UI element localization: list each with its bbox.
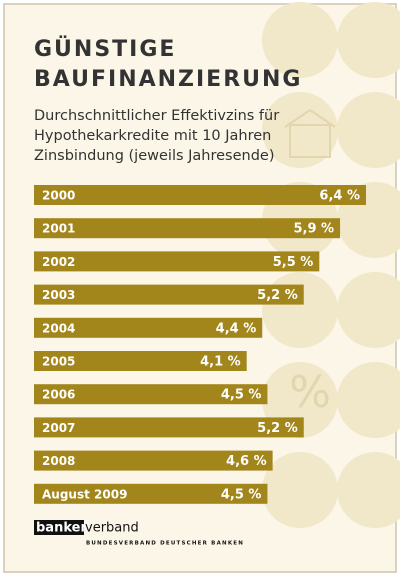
title: GÜNSTIGE <box>34 36 176 62</box>
value-label: 4,1 % <box>200 355 241 370</box>
bar <box>34 384 268 405</box>
value-label: 5,2 % <box>257 421 298 436</box>
organization: BUNDESVERBAND DEUTSCHER BANKEN <box>86 541 244 547</box>
title: BAUFINANZIERUNG <box>34 67 303 92</box>
category-label: 2002 <box>42 255 75 269</box>
logo-box <box>34 520 84 535</box>
bar <box>34 450 273 471</box>
bar <box>34 317 263 338</box>
category-label: 2006 <box>42 388 75 402</box>
value-label: 4,4 % <box>216 321 257 336</box>
bar <box>34 351 247 371</box>
subtitle: Hypothekarkredite mit 10 Jahren <box>34 128 271 144</box>
category-label: 2005 <box>42 355 75 369</box>
category-label: 2001 <box>42 222 75 236</box>
value-label: 4,5 % <box>221 388 262 403</box>
category-label: 2000 <box>42 189 75 203</box>
category-label: 2008 <box>42 454 75 468</box>
value-label: 5,9 % <box>293 222 334 237</box>
logo: banken <box>36 521 90 536</box>
icons: % <box>284 108 336 418</box>
value-label: 4,6 % <box>226 454 267 469</box>
bar <box>34 218 341 239</box>
value-label: 4,5 % <box>221 487 262 502</box>
logo: verband <box>85 521 139 536</box>
subtitle: Durchschnittlicher Effektivzins für <box>34 108 279 124</box>
bar <box>34 483 268 504</box>
svg-text:%: % <box>289 367 331 418</box>
subtitle: Zinsbindung (jeweils Jahresende) <box>34 148 275 164</box>
category-label: August 2009 <box>42 487 127 501</box>
bar <box>34 417 304 438</box>
bar <box>34 185 366 205</box>
category-label: 2003 <box>42 288 75 302</box>
category-label: 2004 <box>42 321 75 335</box>
value-label: 6,4 % <box>319 189 360 204</box>
bar <box>34 284 304 305</box>
value-label: 5,5 % <box>273 255 314 270</box>
value-label: 5,2 % <box>257 288 298 303</box>
bar <box>34 251 320 272</box>
category-label: 2007 <box>42 421 75 435</box>
